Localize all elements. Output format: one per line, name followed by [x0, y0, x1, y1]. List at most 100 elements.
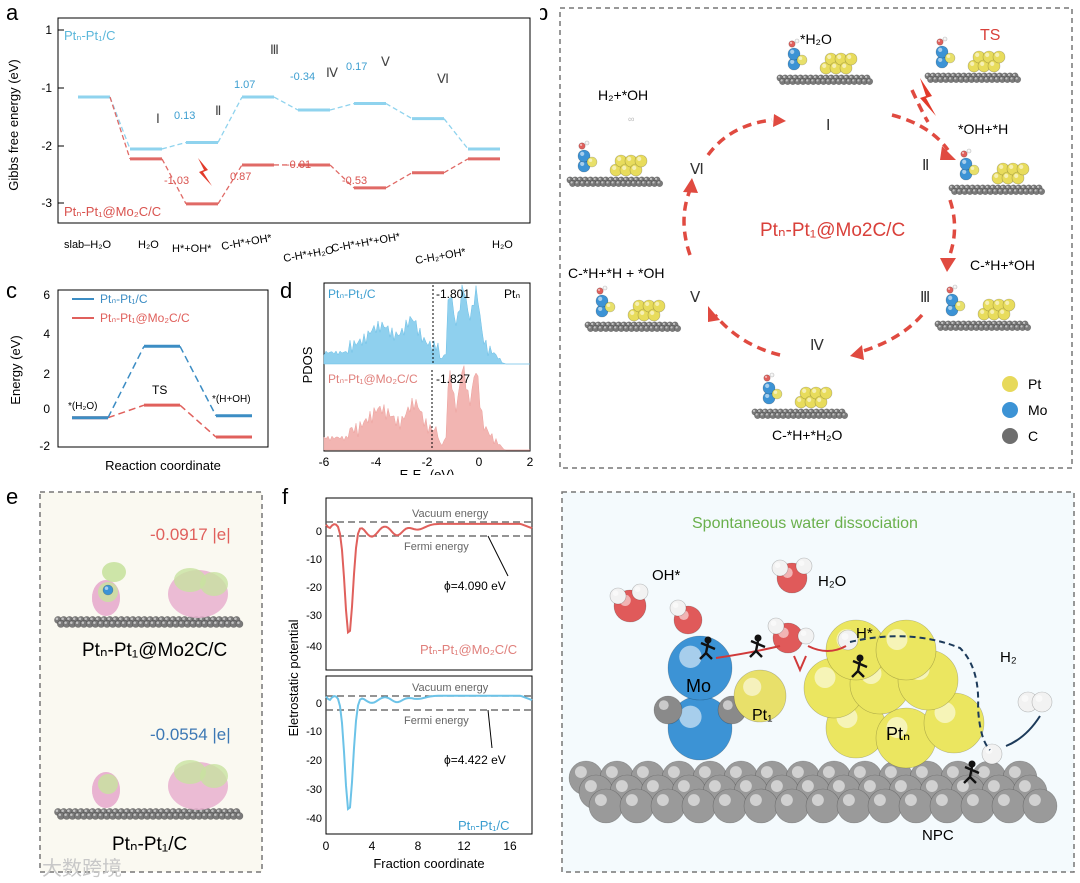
npc-atom [712, 788, 748, 824]
atom-highlight [90, 617, 93, 620]
blue-connector [273, 96, 299, 111]
atom-highlight [665, 326, 668, 329]
atom-highlight [214, 621, 217, 624]
atom-highlight [824, 409, 827, 412]
atom-highlight [107, 809, 111, 812]
atom-highlight [116, 813, 119, 816]
oxygen-atom [960, 150, 968, 158]
panel-b-reaction-cycle: b Ptₙ-Pt₁@Mo2C/C *H₂O *OH+*H C-*H+*OH C-… [540, 0, 1073, 469]
atom-highlight [110, 813, 113, 816]
panel-a-ylabel: Gibbs free energy (eV) [6, 59, 21, 191]
atom-highlight [136, 617, 139, 620]
panel-a-yticks: 1 -1 -2 -3 [41, 23, 52, 210]
atom-highlight [987, 73, 990, 76]
atom-highlight [182, 617, 185, 620]
atom-highlight [990, 61, 995, 66]
svg-text:-0.34: -0.34 [290, 71, 315, 83]
atom-highlight [677, 780, 690, 792]
atom-highlight [159, 809, 162, 812]
hydrogen-atom [795, 557, 813, 575]
atom-highlight [219, 813, 223, 816]
atom-highlight [824, 75, 827, 78]
panel-f-yticks-top: 0 -10 -20 -30 -40 [306, 526, 322, 653]
atom-highlight [790, 79, 793, 82]
atom-highlight [634, 326, 637, 329]
panel-a-levels [78, 95, 500, 206]
atom-highlight [150, 621, 154, 624]
atom-highlight [95, 617, 99, 620]
atom-highlight [1002, 321, 1005, 324]
atom-highlight [588, 177, 591, 181]
atom-highlight [821, 79, 824, 82]
atom-highlight [770, 373, 773, 375]
ptn-atom [992, 50, 1006, 64]
svg-text:H₂: H₂ [1000, 649, 1017, 666]
svg-text:-1: -1 [41, 81, 52, 95]
panel-e-letter: e [6, 484, 18, 509]
atom-highlight [798, 75, 801, 78]
atom-highlight [992, 321, 995, 324]
atom-highlight [798, 56, 803, 60]
atom-highlight [162, 621, 165, 624]
svg-text:H₂O: H₂O [818, 573, 846, 590]
svg-text:0: 0 [476, 455, 483, 469]
atom-highlight [1005, 300, 1010, 305]
atom-highlight [946, 321, 949, 324]
atom-highlight [983, 189, 986, 192]
atom-highlight [994, 325, 998, 328]
svg-text:H*+OH*: H*+OH* [172, 243, 212, 255]
atom-highlight [780, 79, 783, 82]
atom-highlight [966, 73, 970, 76]
atom-highlight [179, 621, 183, 624]
phi-bottom-pointer [487, 709, 493, 749]
panel-d-xticks: -6 -4 -2 0 2 [319, 455, 534, 469]
atom-highlight [1005, 77, 1008, 80]
person-icon [754, 634, 762, 642]
panel-g-scene [568, 557, 1058, 824]
atom-highlight [113, 809, 116, 812]
atom-highlight [124, 809, 128, 812]
svg-text:Fermi energy: Fermi energy [404, 715, 469, 727]
atom-highlight [147, 809, 151, 812]
lightning-icon [198, 158, 212, 186]
ptn-atom [652, 299, 666, 313]
svg-text:Ⅲ: Ⅲ [920, 289, 930, 306]
oxygen-atom [946, 286, 954, 294]
atom-highlight [834, 75, 837, 78]
atom-highlight [997, 73, 1000, 76]
atom-highlight [959, 77, 962, 80]
atom-highlight [222, 617, 226, 620]
atom-highlight [863, 780, 876, 792]
atom-highlight [578, 177, 581, 181]
atom-highlight [637, 156, 642, 161]
hydrogen-atom [966, 148, 972, 154]
atom-highlight [985, 52, 990, 58]
atom-highlight [962, 189, 965, 192]
atom-highlight [647, 181, 650, 184]
atom-highlight [81, 621, 85, 624]
atom-highlight [764, 375, 768, 378]
atom-highlight [808, 75, 811, 78]
panel-e-top-charge: -0.0917 |e| [150, 525, 231, 544]
svg-text:C-H₂+OH*: C-H₂+OH* [414, 246, 467, 267]
panel-d-frame [323, 282, 531, 452]
red-connector [179, 404, 217, 438]
atom-highlight [193, 617, 197, 620]
atom-highlight [55, 617, 59, 620]
atom-highlight [624, 177, 627, 181]
atom-highlight [1020, 325, 1023, 328]
svg-text:Ⅱ: Ⅱ [215, 103, 221, 118]
hydrogen-atom [631, 583, 649, 601]
atom-highlight [995, 300, 1000, 305]
atom-highlight [1015, 77, 1018, 80]
svg-text:*H₂O: *H₂O [800, 31, 832, 47]
atom-highlight [809, 409, 812, 412]
svg-text:TS: TS [152, 383, 167, 397]
atom-highlight [216, 809, 220, 812]
pt1-atom [954, 300, 966, 312]
atom-highlight [765, 383, 770, 388]
transfer-arrow [715, 645, 781, 659]
atom-highlight [590, 181, 594, 184]
atom-highlight [193, 809, 197, 812]
atom-highlight [179, 813, 183, 816]
